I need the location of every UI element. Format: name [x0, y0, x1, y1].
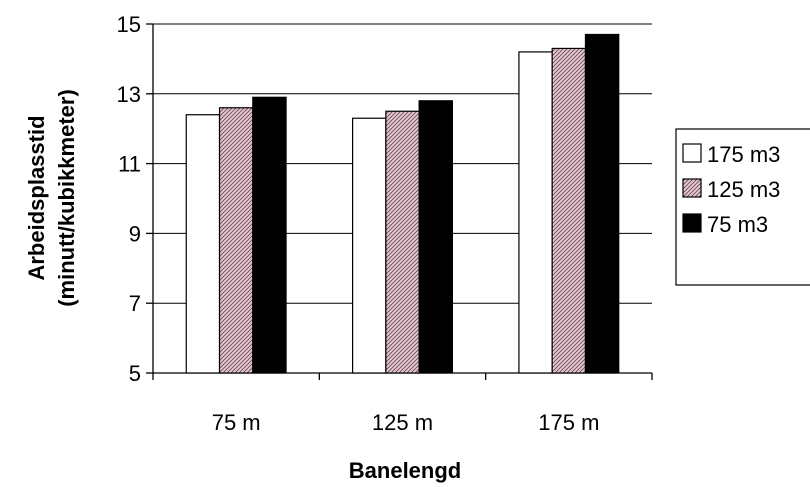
- legend-swatch: [682, 143, 702, 163]
- bar: [352, 117, 387, 374]
- bar: [185, 114, 221, 374]
- y-tick-label: 15: [117, 12, 141, 37]
- legend: 175 m3 125 m3 75 m3: [675, 128, 810, 286]
- legend-swatch: [682, 213, 702, 233]
- x-axis-ticks: 75 m 125 m 175 m: [152, 373, 653, 435]
- y-axis-title-line1: Arbeidsplasstid: [24, 115, 49, 280]
- y-tick-label: 5: [129, 361, 141, 386]
- x-tick-label: 175 m: [538, 410, 599, 435]
- bar: [418, 100, 453, 374]
- y-tick-label: 7: [129, 291, 141, 316]
- bar: [218, 107, 254, 374]
- y-tick-label: 9: [129, 221, 141, 246]
- x-tick-label: 75 m: [212, 410, 261, 435]
- bar: [518, 51, 553, 374]
- plot-area: [152, 23, 652, 374]
- x-tick-label: 125 m: [372, 410, 433, 435]
- y-tick-label: 13: [117, 82, 141, 107]
- bar: [551, 47, 587, 374]
- legend-label: 75 m3: [707, 212, 768, 237]
- bar: [385, 110, 420, 374]
- bar: [252, 96, 287, 374]
- bar: [584, 33, 620, 374]
- y-tick-label: 11: [118, 152, 141, 177]
- legend-label: 125 m3: [707, 177, 780, 202]
- y-axis-title-line2: (minutt/kubikkmeter): [54, 89, 79, 307]
- legend-label: 175 m3: [707, 142, 780, 167]
- x-axis-title: Banelengd: [349, 458, 461, 483]
- legend-frame: [675, 128, 810, 286]
- legend-swatch: [682, 178, 702, 198]
- y-axis-ticks: 5 7 9 11 13 15: [117, 12, 153, 386]
